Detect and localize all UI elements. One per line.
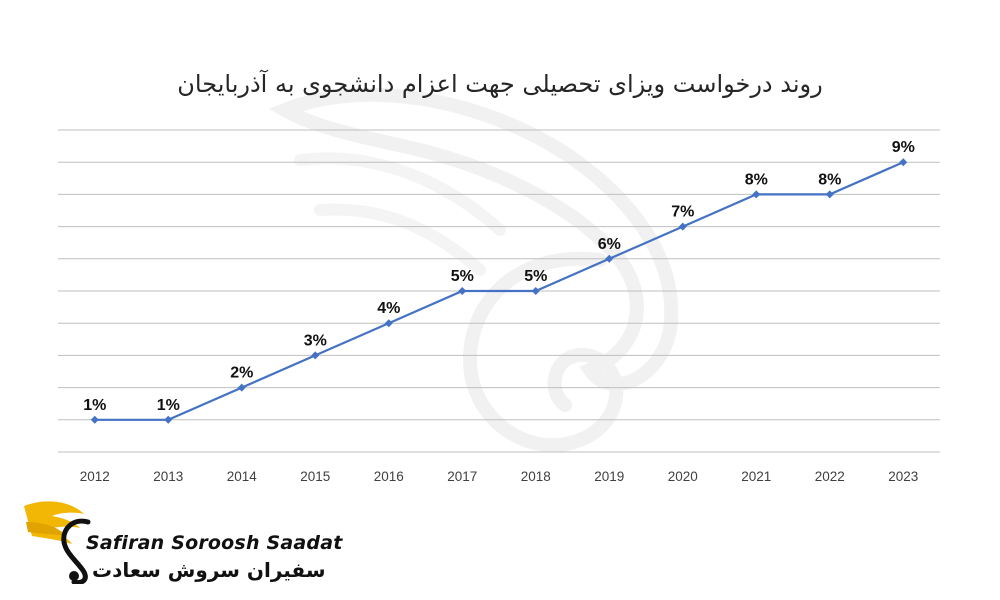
x-tick-label: 2015 — [300, 469, 330, 484]
brand-name-en: Safiran Soroosh Saadat — [86, 532, 343, 554]
data-label: 3% — [304, 332, 327, 349]
data-label: 8% — [818, 171, 841, 188]
x-tick-label: 2013 — [153, 469, 183, 484]
x-tick-label: 2018 — [521, 469, 551, 484]
brand-name-fa: سفیران سروش سعادت — [92, 558, 326, 582]
data-label: 1% — [157, 397, 180, 414]
data-label: 4% — [377, 300, 400, 317]
data-point — [384, 319, 393, 328]
data-label: 8% — [745, 171, 768, 188]
data-point — [164, 415, 173, 424]
golden-wing-logo-icon — [24, 501, 91, 584]
data-label: 1% — [83, 397, 106, 414]
data-labels: 1% 1% 2% 3% 4% 5% 5% 6% 7% 8% 8% 9% — [83, 139, 915, 414]
x-tick-label: 2022 — [815, 469, 845, 484]
x-tick-label: 2012 — [80, 469, 110, 484]
x-tick-label: 2023 — [888, 469, 918, 484]
data-label: 6% — [598, 236, 621, 253]
data-point — [458, 287, 467, 295]
x-tick-label: 2016 — [374, 469, 404, 484]
data-point — [531, 287, 540, 295]
data-point — [311, 351, 320, 360]
chart-title: روند درخواست ویزای تحصیلی جهت اعزام دانش… — [177, 70, 823, 98]
data-point — [237, 383, 246, 392]
x-tick-label: 2020 — [668, 469, 698, 484]
data-label: 7% — [671, 204, 694, 221]
data-label: 2% — [230, 365, 253, 382]
data-point — [678, 222, 687, 231]
data-point — [605, 254, 614, 263]
data-label: 9% — [892, 139, 915, 156]
x-axis-ticks: 2012 2013 2014 2015 2016 2017 2018 2019 2020 2021… — [80, 469, 919, 484]
x-tick-label: 2019 — [594, 469, 624, 484]
data-point — [825, 190, 834, 199]
data-point — [899, 158, 908, 167]
data-label: 5% — [451, 268, 474, 285]
brand-logo: Safiran Soroosh Saadat سفیران سروش سعادت — [18, 492, 342, 592]
x-tick-label: 2017 — [447, 469, 477, 484]
wing-watermark-icon — [268, 87, 679, 453]
data-points — [90, 158, 908, 424]
data-point — [90, 415, 99, 424]
data-label: 5% — [524, 268, 547, 285]
x-tick-label: 2014 — [227, 469, 258, 484]
series-line-path — [94, 161, 904, 421]
x-tick-label: 2021 — [741, 469, 771, 484]
series-line — [94, 161, 904, 421]
data-point — [752, 190, 761, 199]
